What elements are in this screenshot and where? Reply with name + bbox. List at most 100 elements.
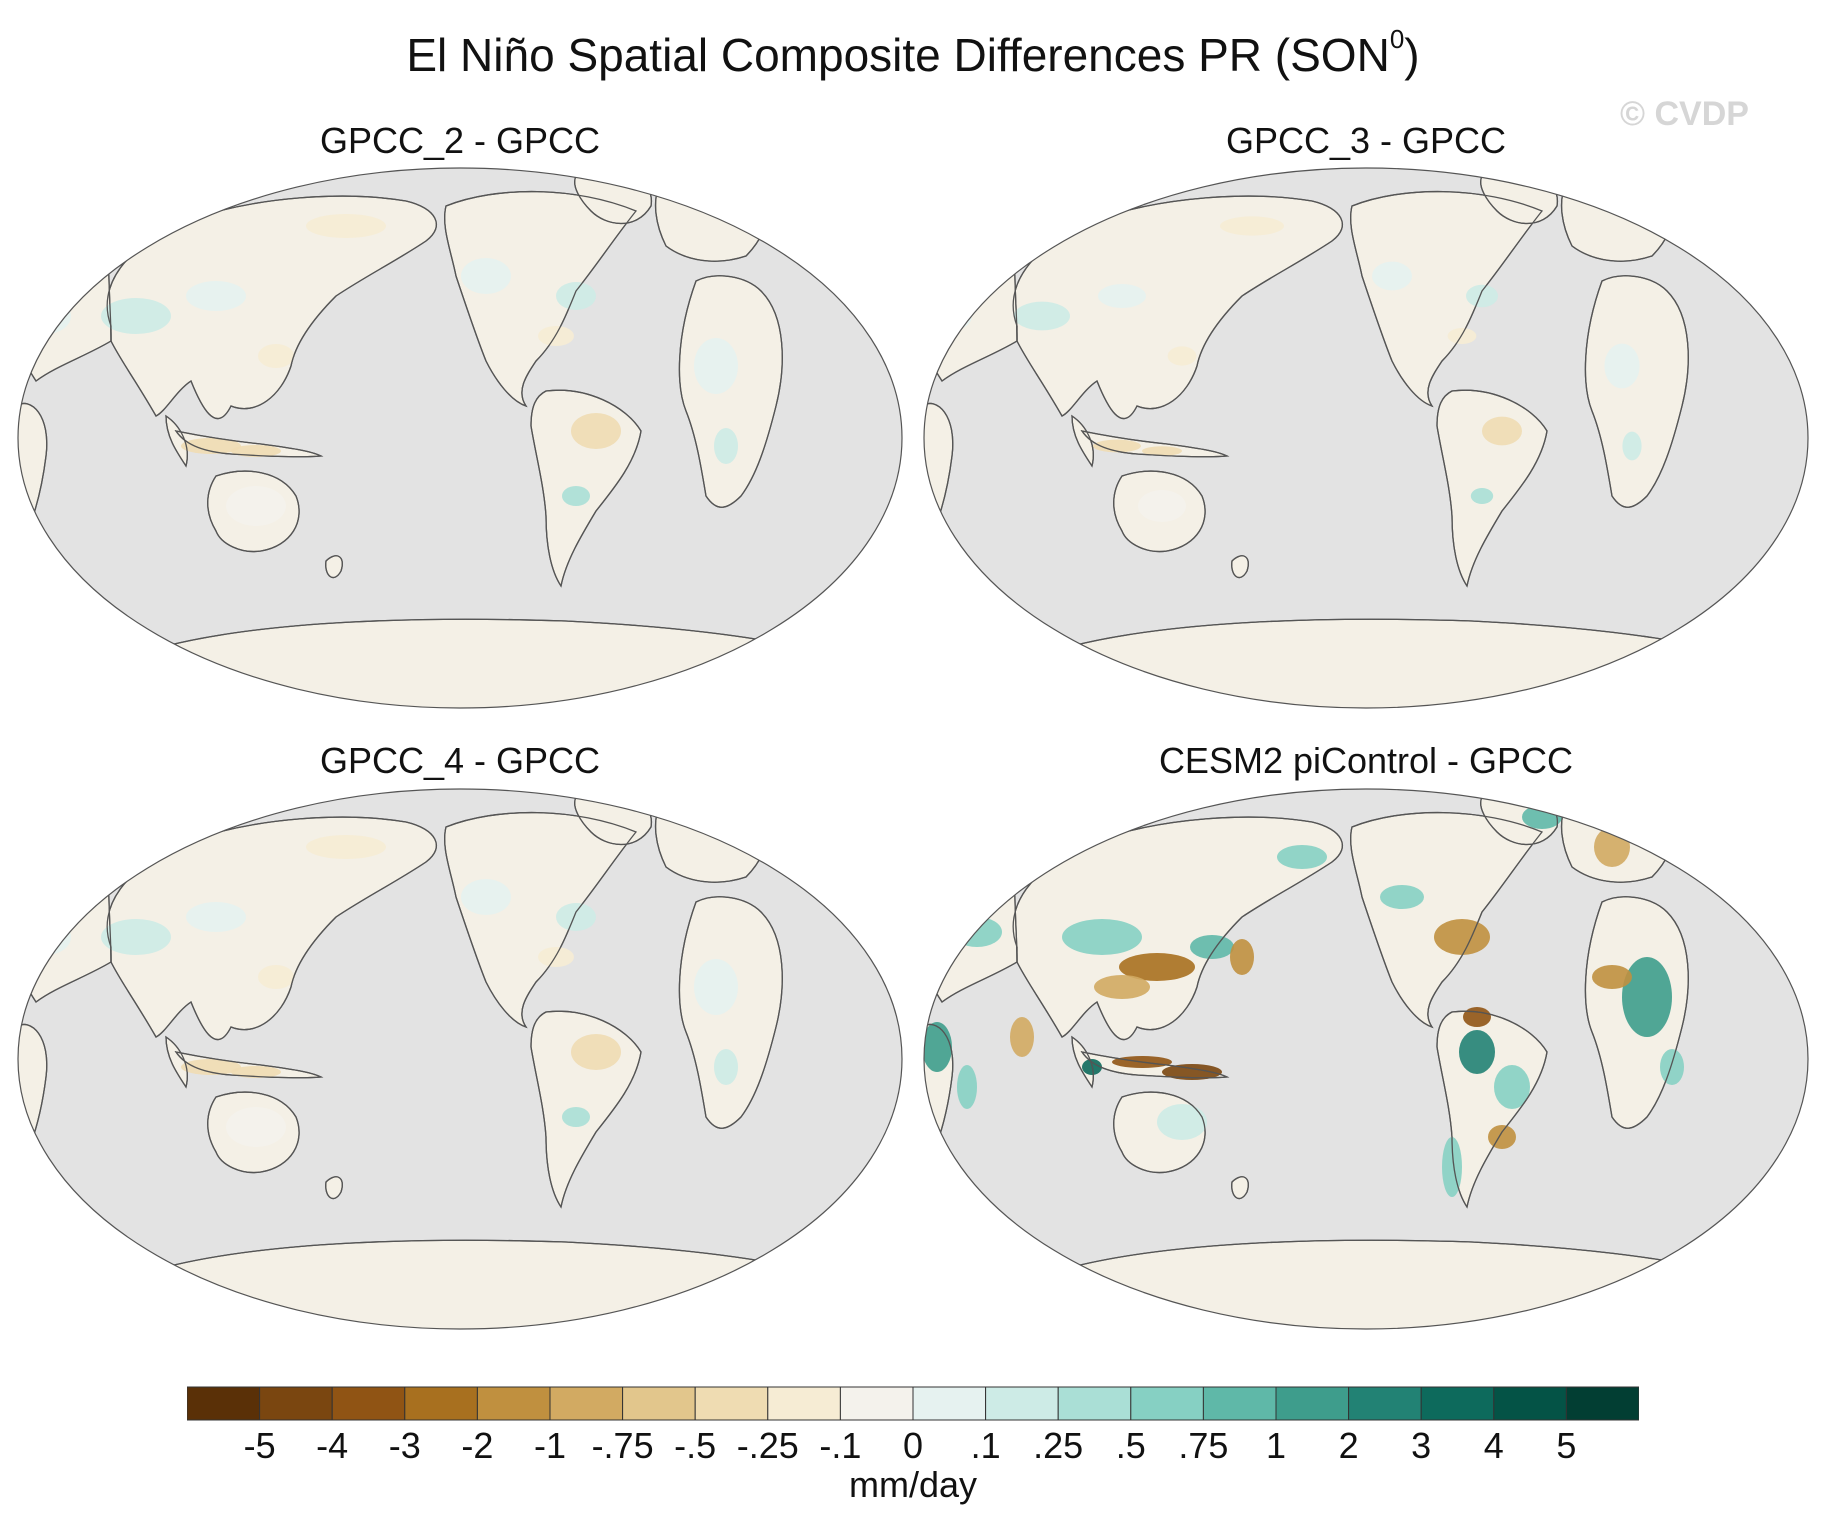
coastline-seasia	[165, 414, 188, 468]
colorbar-box	[549, 1386, 624, 1421]
colorbar-units: mm/day	[848, 1464, 978, 1505]
coastline-nz	[325, 555, 343, 579]
anomaly-patch	[694, 338, 738, 394]
chart-title: El Niño Spatial Composite Differences PR…	[0, 24, 1826, 82]
anomaly-patch	[1604, 343, 1640, 389]
anomaly-patch	[714, 428, 738, 464]
coastline-nz	[1231, 1176, 1249, 1200]
map-border	[923, 167, 1809, 709]
colorbar-box	[1130, 1386, 1204, 1421]
colorbar-box	[259, 1386, 333, 1421]
anomaly-patch	[21, 919, 71, 955]
coastline-eurasia	[1012, 195, 1344, 420]
coastline-namerica	[444, 811, 638, 1029]
anomaly-patch	[101, 298, 171, 334]
colorbar-tick-label: -2	[461, 1425, 494, 1466]
anomaly-patch	[461, 879, 511, 915]
colorbar-box	[1275, 1386, 1350, 1421]
anomaly-patch	[101, 919, 171, 955]
anomaly-patch	[186, 281, 246, 311]
anomaly-patch	[1660, 1049, 1684, 1085]
colorbar-box	[331, 1386, 406, 1421]
colorbar-tick-label: -.5	[674, 1425, 717, 1466]
colorbar-tick-label: 5	[1556, 1425, 1577, 1466]
panel-title-4: CESM2 piControl - GPCC	[1158, 740, 1574, 781]
anomaly-patch	[714, 1049, 738, 1085]
anomaly-patch	[1093, 439, 1141, 453]
colorbar-box	[187, 1386, 261, 1421]
anomaly-patch	[694, 959, 738, 1015]
anomaly-patch	[1522, 805, 1562, 829]
anomaly-patch	[957, 1065, 977, 1109]
anomaly-patch	[21, 298, 71, 334]
colorbar-tick-label: -4	[316, 1425, 349, 1466]
anomaly-patch	[181, 438, 241, 454]
anomaly-patch	[1447, 328, 1477, 344]
coastline-nz	[1231, 555, 1249, 579]
anomaly-patch	[258, 344, 294, 368]
anomaly-patch	[1157, 1104, 1207, 1140]
anomaly-patch	[538, 326, 574, 346]
anomaly-patch	[1592, 965, 1632, 989]
map-border	[17, 167, 903, 709]
coastline-eurasia	[106, 816, 438, 1041]
colorbar-box	[767, 1386, 841, 1421]
colorbar-box	[1420, 1386, 1495, 1421]
anomaly-patch	[258, 965, 294, 989]
coastline-africaR	[1584, 275, 1689, 508]
anomaly-patch	[226, 1107, 286, 1147]
anomaly-patch	[1138, 490, 1186, 522]
anomaly-patch	[186, 902, 246, 932]
anomaly-patch	[556, 903, 596, 931]
chart-title-close: )	[1404, 29, 1420, 81]
colorbar-tick-label: -.75	[591, 1425, 654, 1466]
anomaly-patch	[231, 445, 281, 457]
chart-title-superscript: 0	[1389, 24, 1405, 54]
colorbar-box	[839, 1386, 914, 1421]
anomaly-patch	[231, 1066, 281, 1078]
anomaly-patch	[1190, 935, 1234, 959]
panel-title-1: GPCC_2 - GPCC	[319, 120, 601, 161]
anomaly-patch	[1162, 1064, 1222, 1080]
coastline-indonesia	[174, 1051, 324, 1079]
anomaly-patch	[1459, 1030, 1495, 1074]
anomaly-patch	[306, 214, 386, 238]
anomaly-patch	[181, 1059, 241, 1075]
colorbar-tick-label: 3	[1411, 1425, 1432, 1466]
anomaly-patch	[987, 830, 1097, 854]
anomaly-patch	[1494, 1065, 1530, 1109]
coastline-australia	[1113, 1091, 1206, 1174]
chart-title-text: El Niño Spatial Composite Differences PR…	[406, 29, 1390, 81]
anomaly-patch	[1142, 446, 1182, 456]
anomaly-patch	[306, 835, 386, 859]
colorbar-tick-label: -.1	[819, 1425, 862, 1466]
panel-title-2: GPCC_3 - GPCC	[1225, 120, 1507, 161]
coastline-samerica	[530, 1010, 642, 1209]
colorbar-box	[404, 1386, 478, 1421]
anomaly-patch	[461, 258, 511, 294]
anomaly-patch	[952, 917, 1002, 947]
anomaly-patch	[1119, 953, 1195, 981]
anomaly-patch	[1470, 488, 1494, 504]
coastline-eurasia	[106, 195, 438, 420]
anomaly-patch	[556, 282, 596, 310]
coastline-samerica	[1436, 389, 1548, 588]
colorbar-box	[985, 1386, 1059, 1421]
coastline-africaR	[678, 896, 783, 1129]
anomaly-patch	[562, 1107, 590, 1127]
colorbar-tick-label: .25	[1033, 1425, 1084, 1466]
panel-title-3: GPCC_4 - GPCC	[319, 740, 601, 781]
colorbar-tick-label: 0	[902, 1425, 924, 1466]
colorbar-box	[476, 1386, 551, 1421]
anomaly-patch	[1434, 919, 1490, 955]
coastline-australia	[207, 1091, 300, 1174]
anomaly-patch	[1098, 284, 1146, 308]
anomaly-patch	[1482, 416, 1522, 446]
anomaly-patch	[538, 947, 574, 967]
colorbar-box	[622, 1386, 696, 1421]
anomaly-patch	[1277, 845, 1327, 869]
coastline-samerica	[530, 389, 642, 588]
coastline-australia	[207, 470, 300, 553]
colorbar-tick-label: -5	[243, 1425, 276, 1466]
colorbar	[187, 1386, 1639, 1421]
